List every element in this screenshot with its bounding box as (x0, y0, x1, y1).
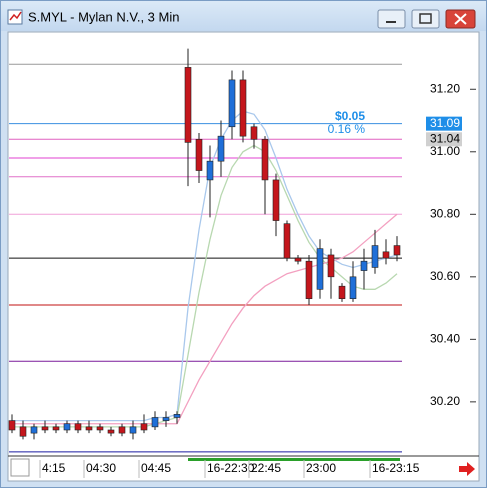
x-tick-label: 04:45 (141, 461, 171, 475)
candle-body (360, 260, 368, 271)
candle-body (140, 423, 148, 431)
candle-body (272, 179, 280, 221)
price-marker-label: 31.04 (430, 131, 460, 145)
candle-body (261, 138, 269, 181)
app-icon-glyph (9, 11, 22, 21)
minimize-glyph (386, 21, 396, 23)
x-tick-label: 4:15 (42, 461, 66, 475)
candle-body (294, 257, 302, 262)
candle-body (96, 426, 104, 431)
candle-body (107, 429, 115, 434)
scroll-right-arrow[interactable] (459, 462, 475, 476)
maximize-glyph (419, 13, 432, 24)
y-tick-label: 30.80 (430, 206, 460, 220)
candle-body (316, 248, 324, 290)
price-marker-box (426, 116, 462, 131)
x-tick-label: 16-23:15 (372, 461, 420, 475)
candle-body (349, 276, 357, 300)
candle-body (85, 426, 93, 431)
minimize-button[interactable] (377, 9, 406, 29)
y-tick-label: 30.20 (430, 394, 460, 408)
y-tick-label: 30.40 (430, 332, 460, 346)
y-tick-label: 31.20 (430, 81, 460, 95)
candle-body (74, 423, 82, 431)
window-title: S.MYL - Mylan N.V., 3 Min (28, 9, 179, 24)
candle-body (393, 245, 401, 256)
candle-body (162, 417, 170, 421)
candle-body (19, 426, 27, 437)
x-tick-label: 23:00 (306, 461, 336, 475)
candle-body (184, 67, 192, 143)
candle-body (118, 426, 126, 434)
candle-body (8, 420, 16, 431)
x-tick-label: 22:45 (251, 461, 281, 475)
price-marker-label: 31.09 (430, 116, 460, 130)
candle-body (338, 285, 346, 300)
candle-body (63, 423, 71, 431)
candle-body (206, 160, 214, 181)
candle-body (30, 426, 38, 434)
x-tick-label: 04:30 (86, 461, 116, 475)
scroll-box[interactable] (10, 458, 30, 477)
candle-body (228, 79, 236, 128)
annotation-price-change: $0.05 (335, 109, 365, 123)
candle-body (195, 138, 203, 171)
annotation-percent-change: 0.16 % (328, 122, 366, 136)
close-glyph (454, 13, 467, 25)
candle-body (151, 417, 159, 428)
candle-body (283, 223, 291, 259)
candle-body (371, 245, 379, 268)
candle-body (305, 260, 313, 300)
candle-body (52, 426, 60, 431)
candle-body (217, 135, 225, 162)
y-tick-label: 30.60 (430, 269, 460, 283)
x-tick-label: 16-22:30 (207, 461, 255, 475)
maximize-button[interactable] (411, 9, 440, 29)
y-tick-label: 31.00 (430, 144, 460, 158)
candle-body (327, 254, 335, 278)
price-marker-box (426, 132, 462, 147)
session-bar (188, 458, 400, 461)
candle-body (239, 79, 247, 137)
candle-body (41, 426, 49, 431)
candle-body (173, 414, 181, 418)
candle-body (382, 251, 390, 259)
candle-body (250, 126, 258, 140)
candle-body (129, 426, 137, 434)
